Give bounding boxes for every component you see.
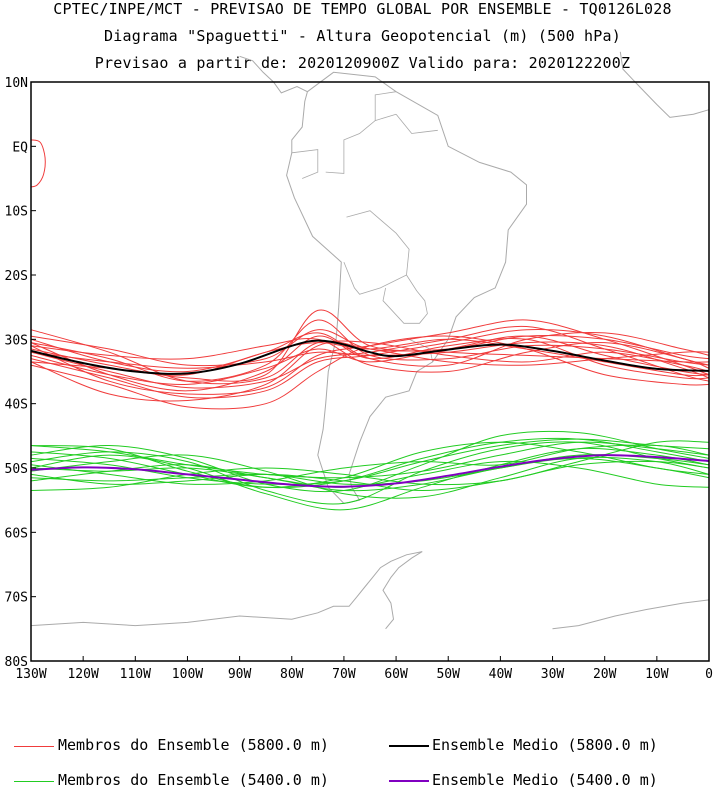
plot-frame	[30, 81, 710, 662]
x-tick-label: 80W	[280, 667, 304, 682]
x-tick-label: 40W	[489, 667, 513, 682]
x-tick-label: 0	[705, 667, 713, 682]
y-tick-label: 30S	[5, 333, 28, 348]
y-tick-label: EQ	[12, 140, 28, 155]
coastline-segment	[239, 55, 308, 94]
x-tick-label: 90W	[228, 667, 252, 682]
y-tick-label: 60S	[5, 526, 28, 541]
x-tick-label: 50W	[436, 667, 460, 682]
x-tick-label: 70W	[332, 667, 356, 682]
member-line-5800	[30, 335, 710, 392]
coastline-segment	[30, 551, 423, 627]
legend-label-members-5400: Membros do Ensemble (5400.0 m)	[58, 771, 329, 789]
country-border	[343, 210, 410, 295]
member-line-5800-fragment	[30, 139, 46, 188]
member-line-5400	[30, 460, 710, 488]
coastline-segment	[619, 51, 710, 118]
member-line-5400	[30, 441, 710, 479]
coastline-segment	[382, 551, 423, 630]
legend-label-mean-5800: Ensemble Medio (5800.0 m)	[432, 736, 658, 754]
x-axis: 130W 120W 110W 100W 90W 80W 70W 60W 50W 40W 30W 20W…	[15, 656, 713, 682]
country-border	[374, 91, 397, 121]
x-tick-label: 10W	[645, 667, 669, 682]
y-tick-label: 40S	[5, 398, 28, 413]
members-5400-group	[30, 430, 710, 511]
member-line-5800	[30, 341, 710, 379]
chart-title-line-3: Previsao a partir de: 2020120900Z Valido…	[94, 54, 631, 72]
plot-border	[30, 81, 710, 662]
member-line-5800	[30, 319, 710, 382]
coastline-segment	[552, 599, 710, 630]
legend-swatch-members-5800	[14, 746, 54, 747]
member-line-5400	[30, 440, 710, 491]
x-tick-label: 20W	[593, 667, 617, 682]
chart-title-line-2: Diagrama "Spaguetti" - Altura Geopotenci…	[104, 27, 621, 45]
y-tick-label: 70S	[5, 591, 28, 606]
x-tick-label: 60W	[384, 667, 408, 682]
country-border	[406, 274, 418, 292]
ensemble-means-group	[30, 339, 710, 488]
legend-label-members-5800: Membros do Ensemble (5800.0 m)	[58, 736, 329, 754]
legend-label-mean-5400: Ensemble Medio (5400.0 m)	[432, 771, 658, 789]
legend-swatch-members-5400	[14, 781, 54, 782]
y-tick-label: 10S	[5, 205, 28, 220]
y-tick-label: 80S	[5, 655, 28, 670]
chart-title-line-1: CPTEC/INPE/MCT - PREVISAO DE TEMPO GLOBA…	[53, 0, 672, 18]
y-tick-label: 20S	[5, 269, 28, 284]
y-tick-label: 10N	[5, 76, 28, 91]
member-line-5800	[30, 335, 710, 410]
country-border	[395, 113, 438, 134]
x-tick-label: 100W	[172, 667, 203, 682]
legend-swatch-mean-5400	[389, 780, 429, 782]
member-line-5400	[30, 430, 710, 493]
y-axis: 10N EQ 10S 20S 30S 40S 50S 60S 70S 80S	[5, 76, 36, 670]
member-line-5400	[30, 441, 710, 488]
ensemble-mean-5800	[30, 339, 710, 375]
x-tick-label: 30W	[541, 667, 565, 682]
country-border	[291, 149, 319, 179]
member-line-5400	[30, 441, 710, 505]
legend-swatch-mean-5800	[389, 745, 429, 747]
country-border	[382, 287, 428, 324]
member-line-5400	[30, 447, 710, 511]
x-tick-label: 120W	[67, 667, 98, 682]
ensemble-mean-5400	[30, 454, 710, 488]
member-line-5400	[30, 444, 710, 485]
country-border	[325, 113, 397, 174]
x-tick-label: 110W	[120, 667, 151, 682]
coastline-map	[30, 51, 710, 630]
x-tick-label: 130W	[15, 667, 46, 682]
coastline-segment	[286, 71, 527, 504]
member-line-5800	[30, 338, 710, 377]
member-line-5800	[30, 340, 710, 402]
member-line-5800	[30, 319, 710, 395]
members-5800-group	[30, 139, 710, 410]
y-tick-label: 50S	[5, 462, 28, 477]
